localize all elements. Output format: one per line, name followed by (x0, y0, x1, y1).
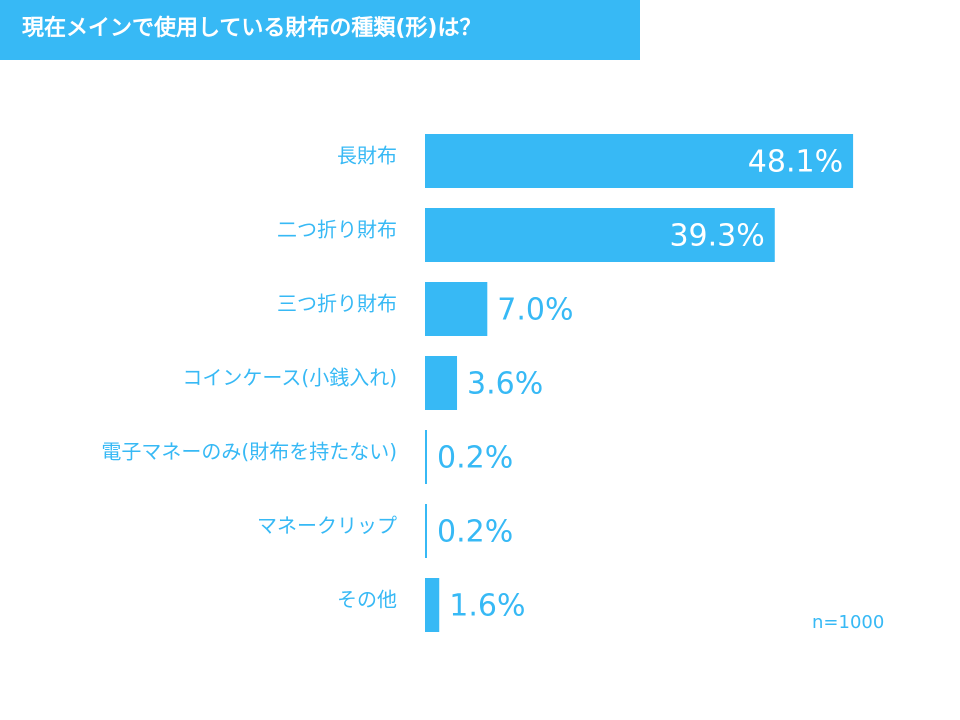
value-label: 3.6% (467, 367, 543, 402)
value-label: 7.0% (497, 293, 573, 328)
category-label: 三つ折り財布 (277, 292, 397, 316)
category-label: その他 (337, 588, 397, 612)
title-bar: 現在メインで使用している財布の種類(形)は？ (0, 0, 640, 60)
bar (425, 504, 427, 558)
value-label: 39.3% (669, 219, 764, 254)
category-label: コインケース(小銭入れ) (182, 366, 397, 390)
bar (425, 282, 488, 336)
category-label: マネークリップ (257, 514, 397, 538)
category-label: 長財布 (337, 144, 397, 168)
value-label: 1.6% (449, 589, 525, 624)
category-label: 二つ折り財布 (277, 218, 397, 242)
sample-size-note: n=1000 (812, 612, 885, 633)
category-label: 電子マネーのみ(財布を持たない) (101, 440, 397, 464)
value-label: 48.1% (748, 145, 843, 180)
chart-title: 現在メインで使用している財布の種類(形)は？ (22, 16, 482, 41)
value-label: 0.2% (437, 515, 513, 550)
value-label: 0.2% (437, 441, 513, 476)
bar (425, 356, 458, 410)
bar (425, 578, 440, 632)
bar (425, 134, 854, 188)
bar (425, 430, 427, 484)
bar (425, 208, 775, 262)
